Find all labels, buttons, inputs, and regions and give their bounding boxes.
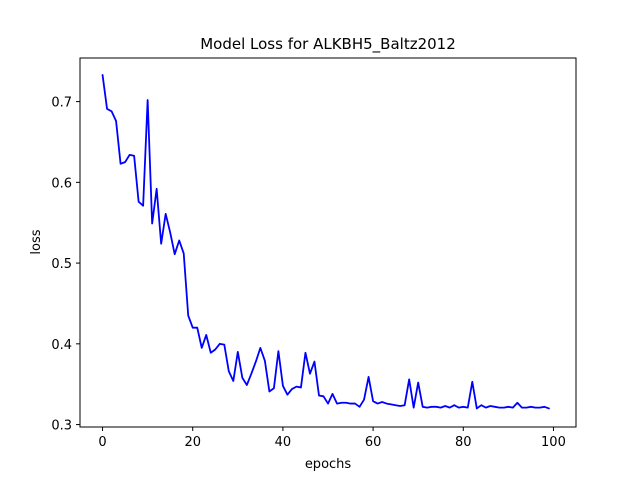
y-tick-label: 0.5 bbox=[51, 257, 72, 272]
chart-title: Model Loss for ALKBH5_Baltz2012 bbox=[200, 35, 456, 54]
plot-frame bbox=[79, 57, 577, 428]
y-tick-label: 0.3 bbox=[51, 419, 72, 434]
x-tick-label: 60 bbox=[365, 435, 382, 450]
series-layer bbox=[101, 74, 550, 410]
x-tick-label: 0 bbox=[98, 435, 106, 450]
x-tick-label: 20 bbox=[184, 435, 201, 450]
plot-area bbox=[79, 57, 577, 428]
x-tick-label: 80 bbox=[455, 435, 472, 450]
x-tick-label: 100 bbox=[541, 435, 566, 450]
y-tick-label: 0.7 bbox=[51, 96, 72, 111]
y-tick-label: 0.4 bbox=[51, 338, 72, 353]
y-axis-label: loss bbox=[29, 229, 44, 254]
x-tick-label: 40 bbox=[275, 435, 292, 450]
y-tick-label: 0.6 bbox=[51, 176, 72, 191]
x-axis: 0 20 40 60 80 100 bbox=[98, 427, 566, 450]
y-axis: 0.3 0.4 0.5 0.6 0.7 bbox=[51, 96, 80, 434]
loss-series-line bbox=[101, 74, 550, 410]
x-axis-label: epochs bbox=[305, 457, 352, 472]
